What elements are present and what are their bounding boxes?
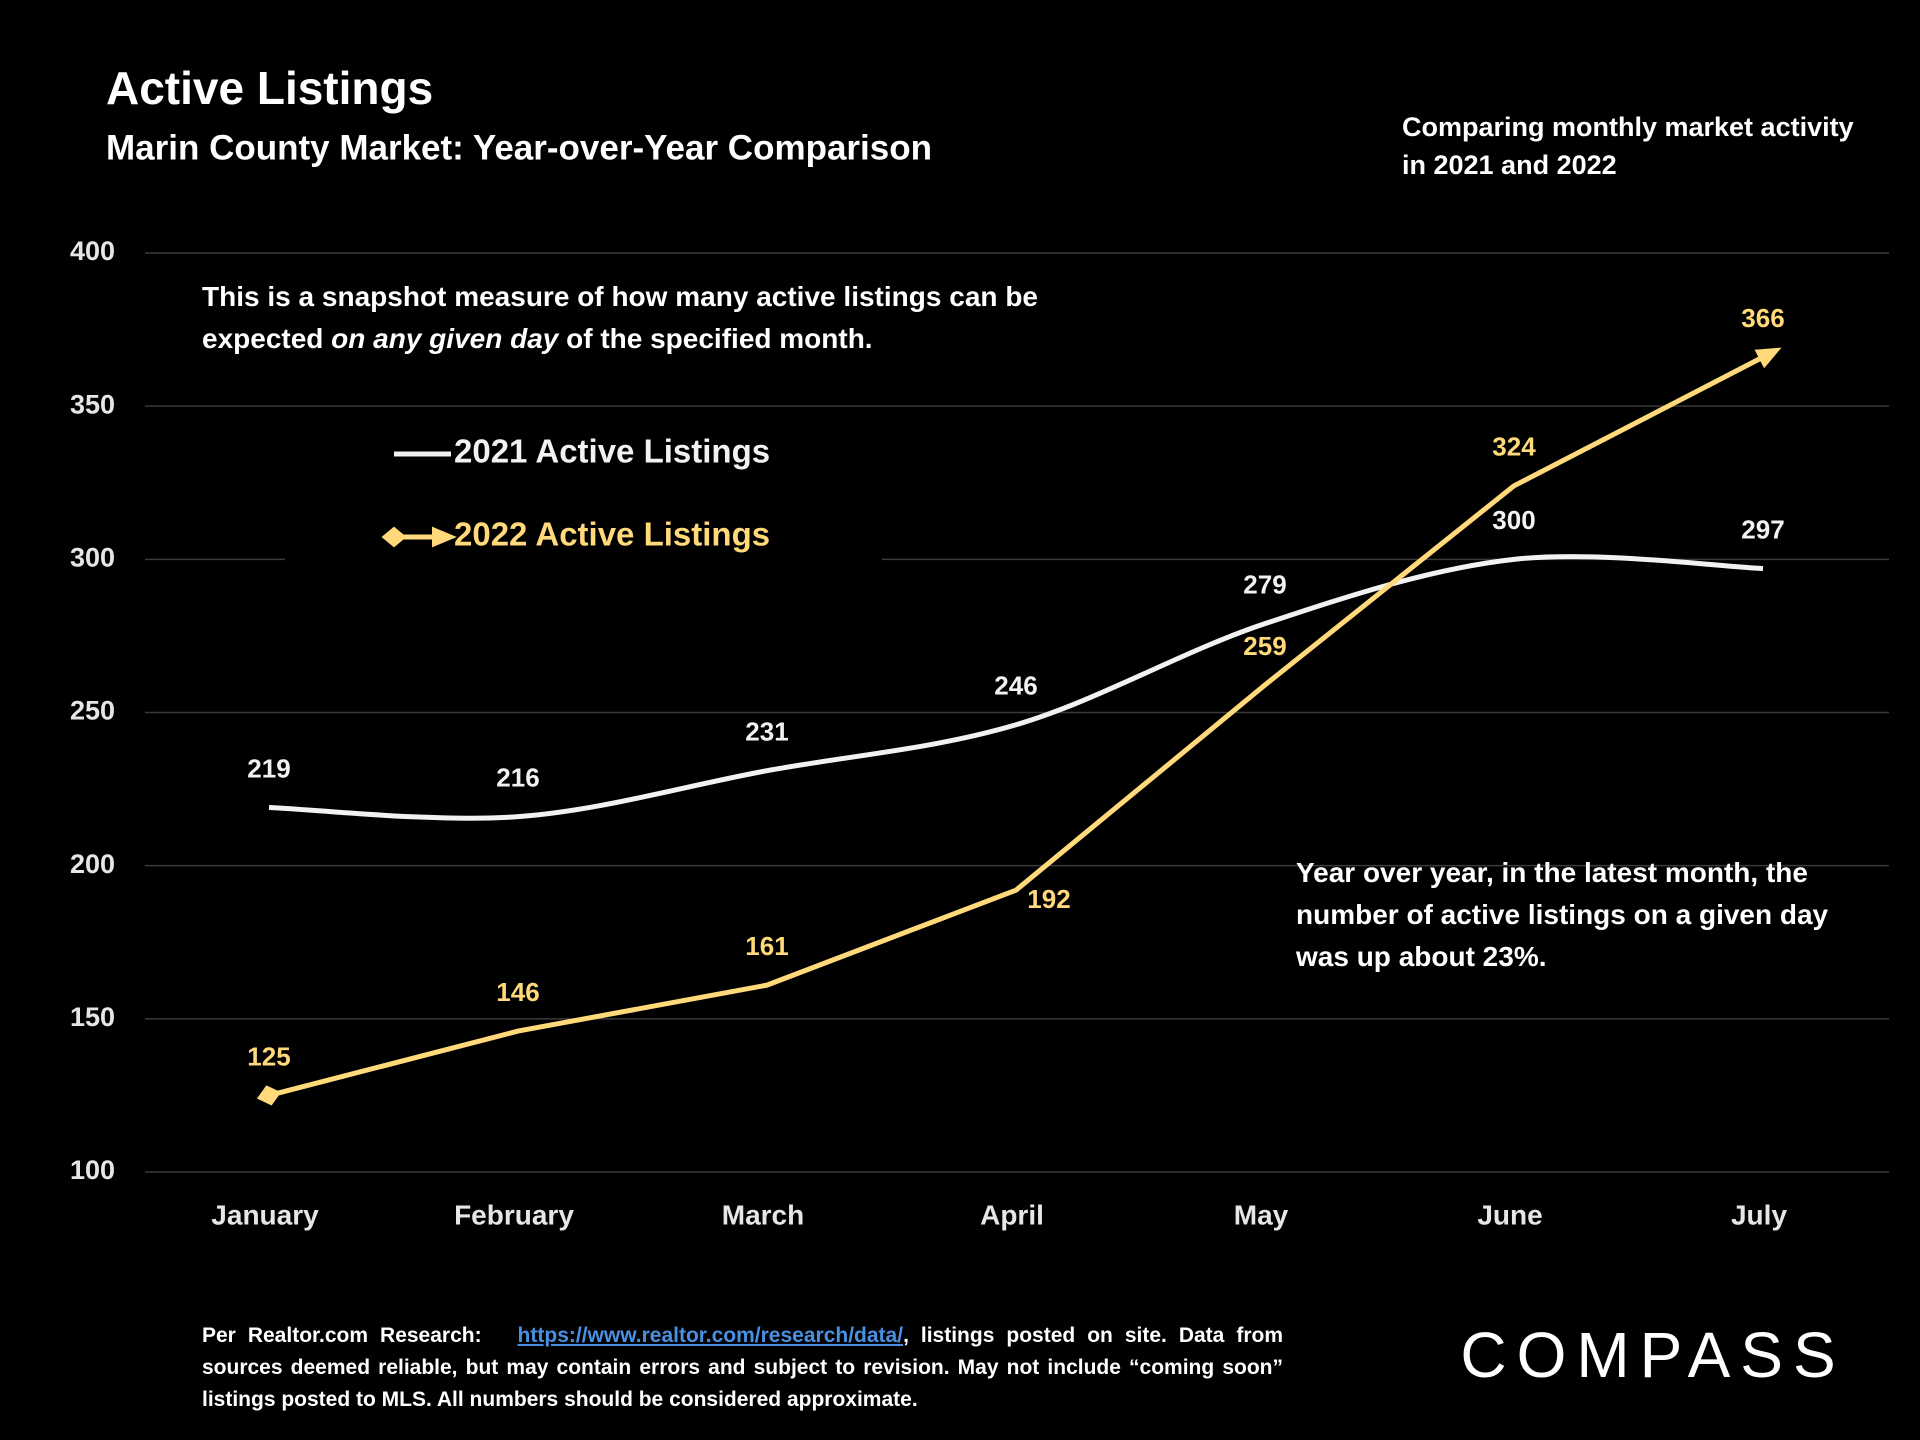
- x-tick-label: May: [1234, 1199, 1289, 1230]
- logo: COMPASS: [1460, 1319, 1845, 1391]
- data-label: 161: [745, 931, 788, 961]
- annotation-text: of the specified month.: [558, 323, 873, 354]
- data-label: 297: [1741, 514, 1784, 544]
- y-tick-label: 150: [70, 1002, 115, 1032]
- x-tick-label: February: [454, 1199, 574, 1230]
- note: Comparing monthly market activity in 202…: [1402, 112, 1854, 180]
- x-tick-label: January: [211, 1199, 319, 1230]
- data-label: 279: [1243, 570, 1286, 600]
- data-label: 366: [1741, 303, 1784, 333]
- data-label: 246: [994, 671, 1037, 701]
- y-tick-label: 400: [70, 236, 115, 266]
- data-label: 146: [496, 977, 539, 1007]
- data-label: 219: [247, 753, 290, 783]
- x-tick-label: June: [1477, 1199, 1542, 1230]
- source-link[interactable]: https://www.realtor.com/research/data/: [517, 1324, 904, 1347]
- y-tick-label: 100: [70, 1155, 115, 1185]
- source-suffix: , listings posted on site. Data from sou…: [202, 1324, 1283, 1411]
- chart-subtitle: Marin County Market: Year-over-Year Comp…: [106, 128, 932, 167]
- data-label: 324: [1492, 432, 1536, 462]
- data-label: 300: [1492, 505, 1535, 535]
- annotation-text: This is a snapshot measure of how many a…: [202, 281, 1038, 354]
- y-tick-label: 300: [70, 542, 115, 572]
- source-note: Per Realtor.com Research: https://www.re…: [202, 1320, 1283, 1416]
- data-label: 192: [1027, 884, 1070, 914]
- x-tick-label: March: [722, 1199, 804, 1230]
- plot: 219 216 231 246 279 300 297 2021 Active Listing…: [247, 303, 1785, 1106]
- annotation-emphasis: on any given day: [331, 323, 559, 354]
- series-line: [256, 347, 1782, 1106]
- data-label: 231: [745, 717, 788, 747]
- data-label: 125: [247, 1041, 290, 1071]
- source-prefix: Per Realtor.com Research:: [202, 1324, 482, 1347]
- data-label: 216: [496, 763, 539, 793]
- x-tick-label: July: [1731, 1199, 1787, 1230]
- data-label: 259: [1243, 631, 1286, 661]
- y-tick-label: 350: [70, 389, 115, 419]
- legend-label: 2022 Active Listings: [454, 516, 770, 553]
- annotation: This is a snapshot measure of how many a…: [202, 276, 1038, 360]
- y-tick-label: 250: [70, 696, 115, 726]
- chart-title: Active Listings: [106, 62, 433, 114]
- x-tick-label: April: [980, 1199, 1044, 1230]
- legend-label: 2021 Active Listings: [454, 433, 770, 470]
- callout: Year over year, in the latest month, the…: [1296, 857, 1829, 972]
- y-tick-label: 200: [70, 849, 115, 879]
